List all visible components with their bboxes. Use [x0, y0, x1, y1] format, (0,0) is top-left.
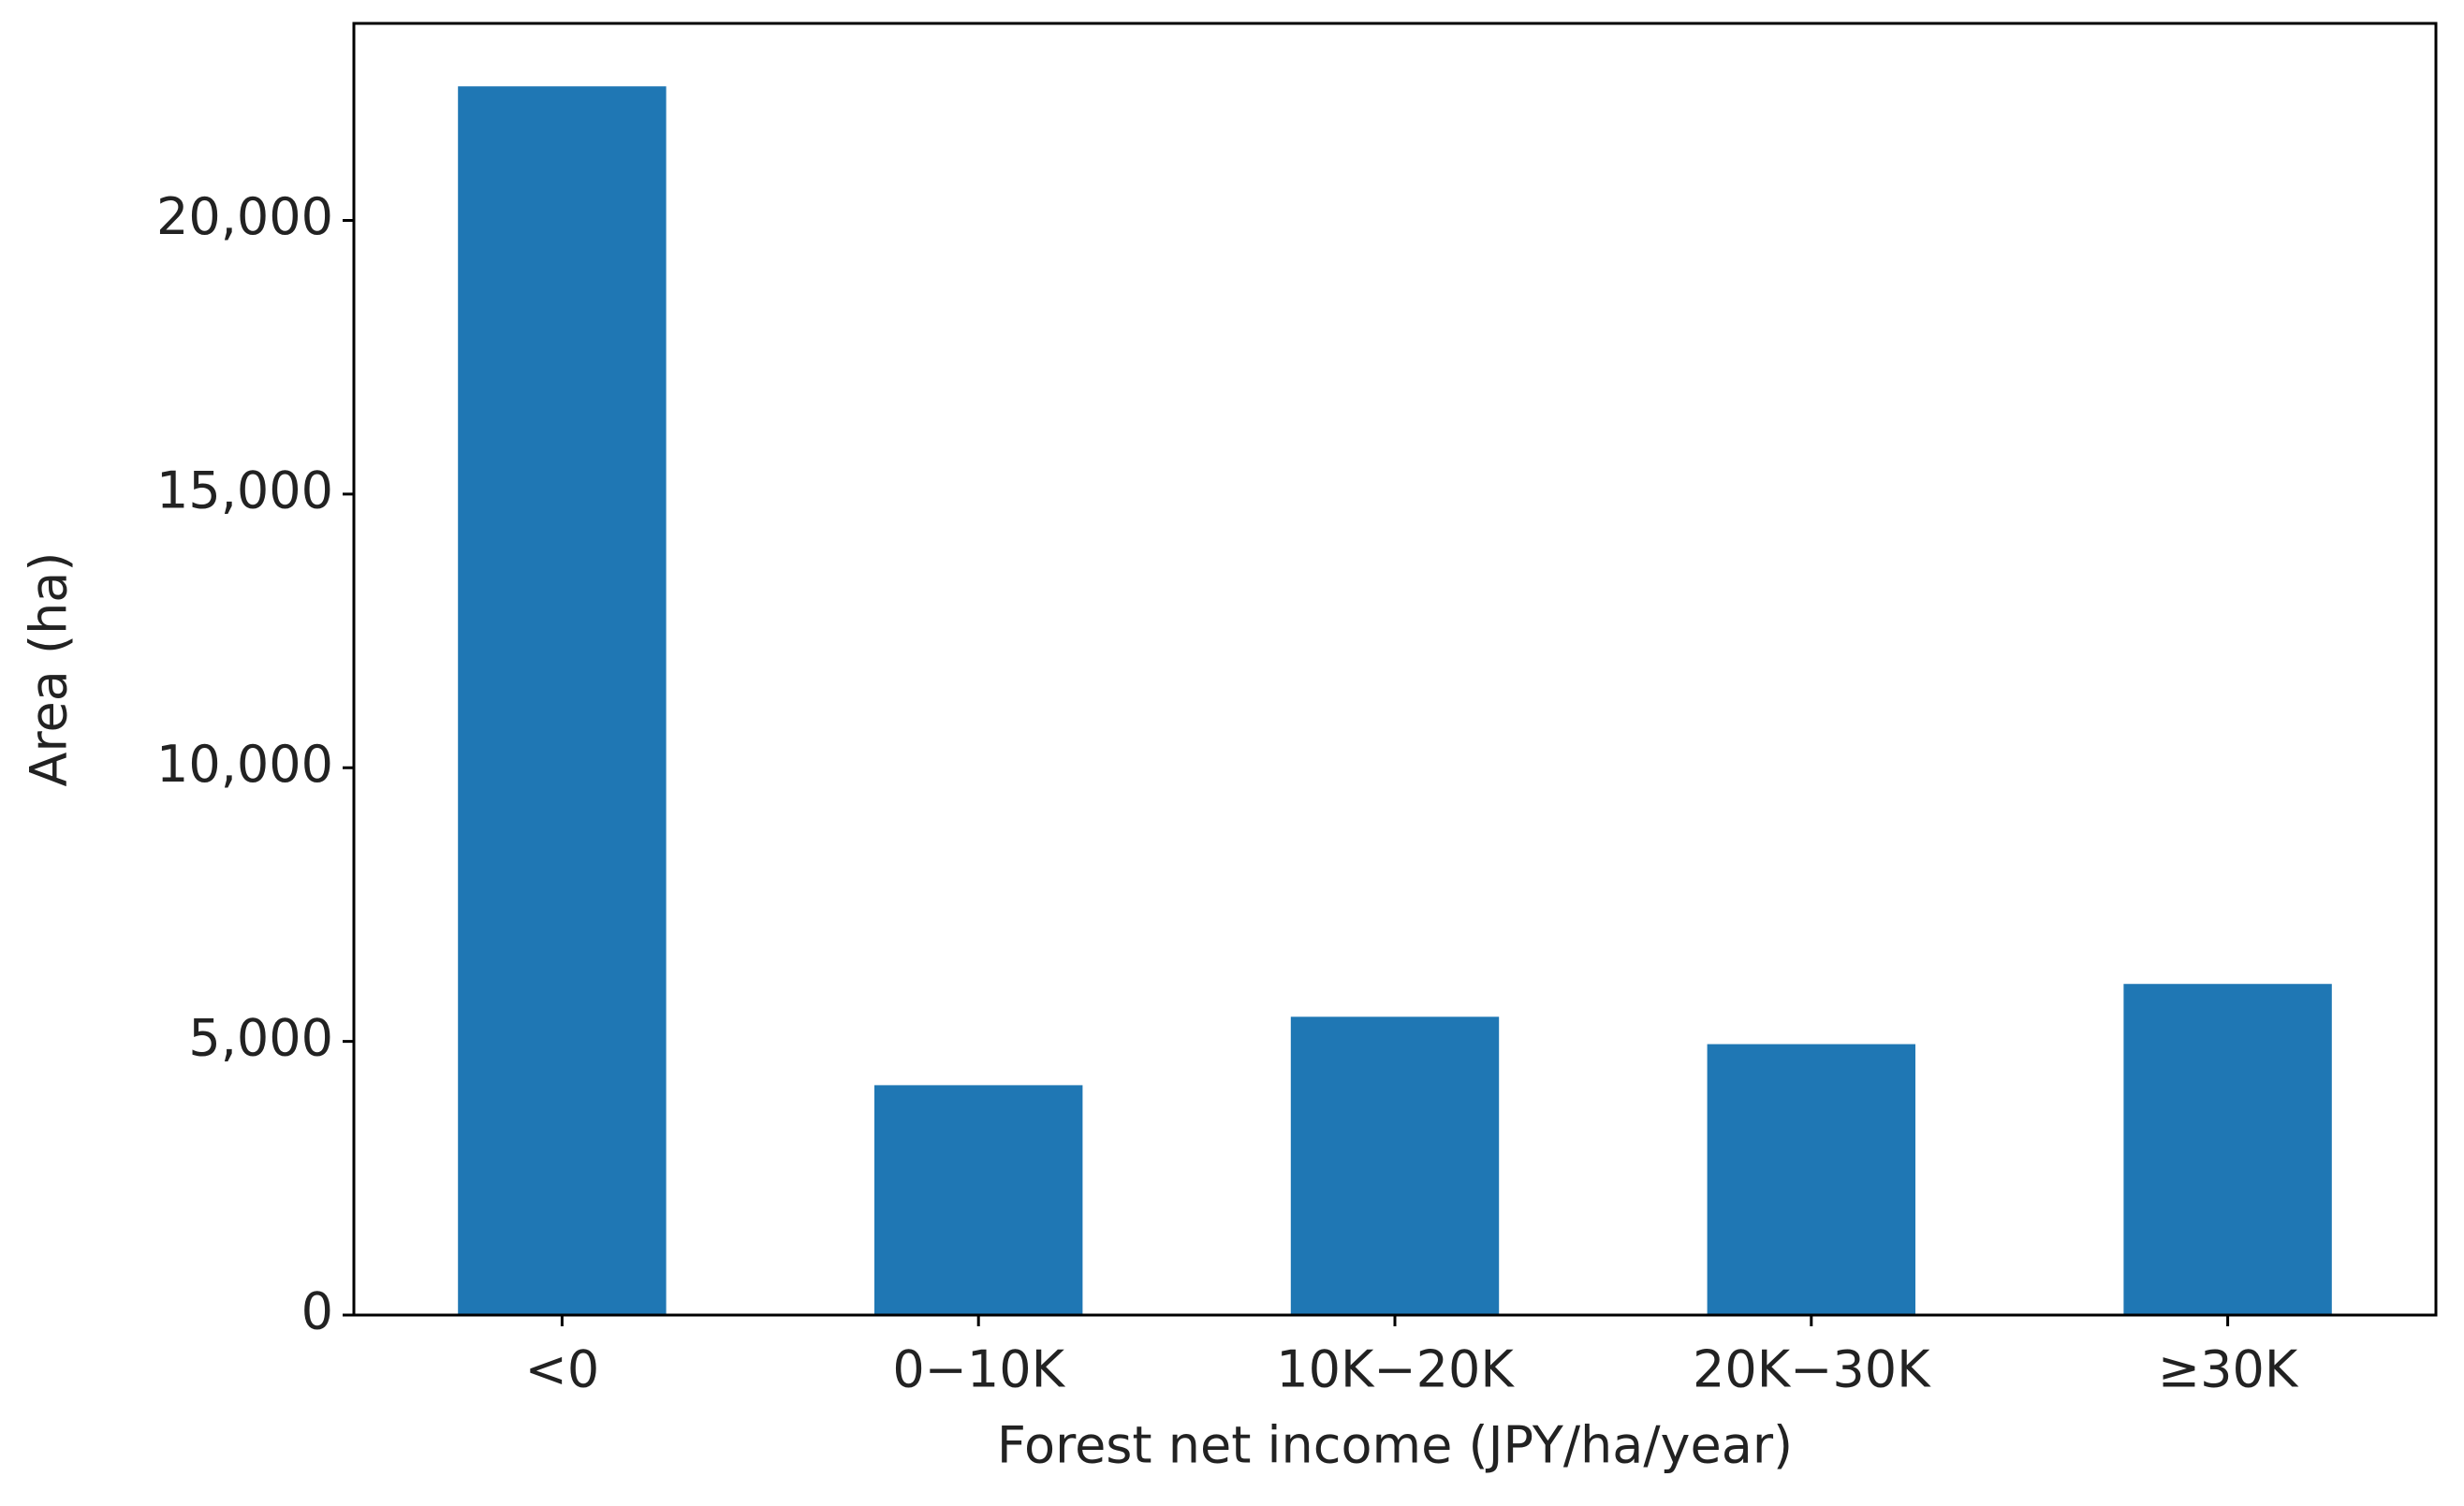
x-tick-label: <0 [525, 1340, 600, 1399]
x-tick-label: 0−10K [892, 1340, 1065, 1399]
y-axis-label: Area (ha) [20, 552, 79, 787]
bar [1707, 1044, 1915, 1315]
bar [2123, 984, 2332, 1315]
y-tick-label: 0 [301, 1282, 333, 1341]
plot-frame [352, 22, 2438, 1317]
bar [874, 1085, 1083, 1315]
bar [1290, 1016, 1500, 1315]
y-tick-label: 15,000 [156, 461, 333, 520]
x-tick-label: ≥30K [2158, 1340, 2299, 1399]
y-tick-label: 10,000 [156, 735, 333, 794]
y-tick-label: 5,000 [188, 1008, 333, 1067]
bar [458, 86, 667, 1316]
x-tick-label: 20K−30K [1693, 1340, 1931, 1399]
y-tick-label: 20,000 [156, 187, 333, 246]
x-axis-label: Forest net income (JPY/ha/year) [997, 1416, 1793, 1475]
x-tick-label: 10K−20K [1276, 1340, 1515, 1399]
